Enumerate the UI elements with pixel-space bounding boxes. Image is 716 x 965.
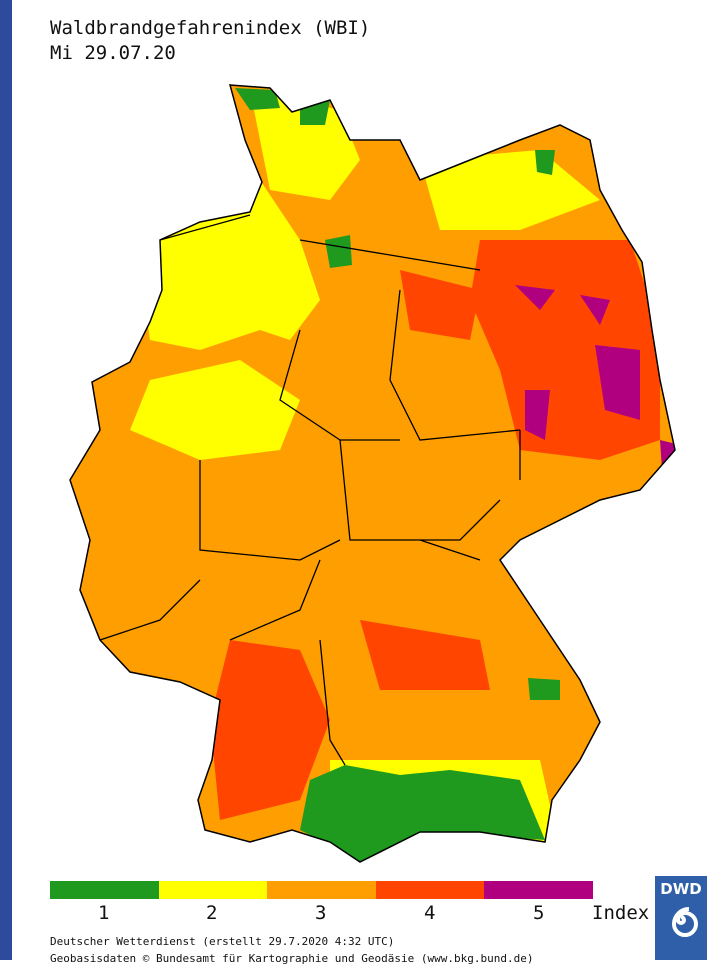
legend-swatch-1 — [50, 881, 159, 899]
state-borders — [99, 214, 521, 766]
date-text: Mi 29.07.20 — [50, 42, 176, 64]
legend-swatch-4 — [375, 881, 485, 899]
zone-level-2-northeast — [420, 150, 600, 230]
spiral-icon — [671, 907, 698, 937]
zone-level-2-west — [130, 360, 300, 460]
legend-swatch-2 — [158, 881, 268, 899]
dwd-logo: DWD — [655, 876, 707, 960]
zone-level-5-lusatia — [595, 345, 640, 420]
legend-color-bar — [50, 881, 593, 899]
zone-level-2-schleswig — [250, 90, 360, 200]
zone-level-4-saxony-anhalt — [400, 270, 480, 340]
legend-label-4: 4 — [424, 902, 436, 924]
legend-unit: Index — [592, 902, 650, 924]
title-text: Waldbrandgefahrenindex (WBI) — [50, 17, 371, 39]
legend-swatch-5 — [484, 881, 593, 899]
legend-label-5: 5 — [533, 902, 545, 924]
zone-level-4-franconia — [360, 620, 490, 690]
germany-fire-index-map — [69, 84, 676, 863]
zone-level-4-southwest — [210, 640, 330, 820]
legend-swatch-3 — [267, 881, 376, 899]
logo-text: DWD — [660, 880, 702, 898]
footer-geodata: Geobasisdaten © Bundesamt für Kartograph… — [50, 952, 534, 965]
legend-label-1: 1 — [98, 902, 110, 924]
sidebar-bar — [0, 0, 12, 960]
zone-level-3 — [70, 85, 675, 862]
footer-credit: Deutscher Wetterdienst (erstellt 29.7.20… — [50, 935, 395, 948]
zone-level-1-alps — [300, 765, 545, 862]
map-title: Waldbrandgefahrenindex (WBI) Mi 29.07.20 — [50, 16, 370, 66]
legend-label-3: 3 — [315, 902, 327, 924]
legend-label-2: 2 — [206, 902, 218, 924]
zone-level-5-spots — [515, 285, 675, 480]
